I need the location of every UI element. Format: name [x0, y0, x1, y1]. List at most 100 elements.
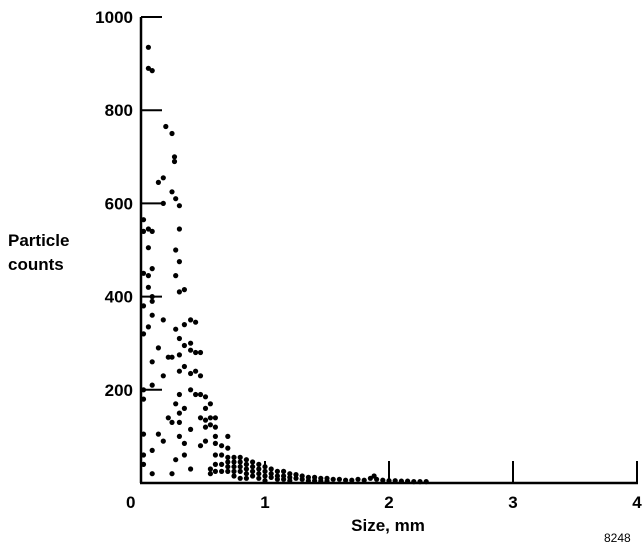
data-point [202, 438, 209, 444]
data-point [169, 354, 175, 360]
data-point [176, 226, 182, 232]
x-tick-label: 3 [508, 493, 517, 512]
data-point [262, 464, 268, 470]
data-point [231, 468, 237, 474]
data-point [207, 401, 213, 407]
data-point [225, 454, 231, 460]
data-point [171, 158, 178, 165]
data-point [165, 354, 171, 360]
data-point [188, 370, 194, 377]
data-point [256, 475, 262, 481]
data-point [243, 461, 249, 467]
data-point [140, 331, 147, 337]
data-point [380, 477, 386, 483]
data-point [188, 340, 194, 346]
data-point [176, 335, 182, 342]
data-point [349, 477, 355, 483]
data-point [173, 196, 179, 202]
data-point [160, 438, 166, 444]
data-point [197, 373, 204, 379]
data-point [237, 464, 243, 470]
data-point [287, 471, 293, 477]
data-point [355, 476, 361, 482]
data-point [140, 270, 147, 276]
data-point [188, 317, 194, 323]
figure-id: 8248 [604, 531, 631, 545]
data-point [173, 273, 179, 279]
data-point [181, 342, 187, 349]
data-point [293, 472, 299, 478]
data-point [231, 454, 237, 460]
data-point [207, 422, 213, 428]
data-point [256, 461, 262, 467]
data-point [250, 473, 256, 479]
data-point [243, 466, 249, 472]
data-point [197, 391, 204, 398]
data-point [169, 130, 175, 137]
x-axis-ticks: 0 1 2 3 4 [126, 461, 642, 512]
data-point [160, 200, 166, 206]
data-point [145, 284, 151, 290]
data-point [202, 405, 209, 411]
data-point [398, 478, 404, 484]
data-point [145, 44, 151, 50]
data-point [149, 266, 155, 272]
data-point [212, 440, 218, 446]
data-point [176, 391, 182, 398]
data-point [243, 457, 249, 463]
data-point [193, 319, 199, 325]
data-point [318, 478, 324, 484]
data-point [169, 419, 175, 425]
data-point [299, 476, 305, 482]
x-tick-label: 0 [126, 493, 135, 512]
data-point [374, 476, 380, 482]
data-point [274, 468, 280, 474]
data-point [287, 478, 293, 484]
data-point [219, 461, 225, 467]
y-axis-ticks: 200 400 600 800 1000 [95, 8, 162, 400]
data-point [140, 303, 147, 309]
data-point [343, 477, 349, 483]
data-point [140, 461, 147, 467]
data-point [188, 466, 194, 472]
data-point [181, 405, 187, 411]
y-tick-label: 200 [105, 381, 133, 400]
data-point [155, 431, 161, 437]
data-point [417, 479, 423, 485]
data-point [140, 217, 147, 223]
data-point [256, 466, 262, 472]
data-point [268, 466, 274, 472]
data-point [145, 65, 151, 71]
data-point [197, 349, 204, 356]
data-point [212, 433, 218, 439]
data-point [140, 396, 147, 402]
data-point [160, 317, 166, 323]
data-point [188, 347, 194, 353]
data-point [305, 478, 311, 484]
data-point [140, 387, 147, 393]
x-tick-label: 4 [632, 493, 642, 512]
data-point [145, 226, 151, 232]
y-tick-label: 800 [105, 101, 133, 120]
data-point [225, 464, 231, 470]
data-point [176, 433, 182, 439]
data-point [202, 417, 209, 423]
data-point [219, 443, 225, 449]
data-point [262, 468, 268, 474]
data-point [160, 373, 166, 379]
data-point [212, 424, 218, 430]
data-point [281, 476, 287, 482]
data-point [237, 454, 243, 460]
data-point [237, 475, 243, 481]
data-point [212, 468, 218, 474]
data-point [250, 459, 256, 465]
data-point [165, 415, 171, 421]
data-point [169, 189, 175, 195]
x-tick-label: 2 [384, 493, 393, 512]
data-point [225, 433, 231, 439]
data-point [225, 468, 231, 474]
data-point [243, 471, 249, 477]
data-point [237, 459, 243, 465]
data-point [149, 68, 155, 74]
data-point [149, 471, 155, 477]
